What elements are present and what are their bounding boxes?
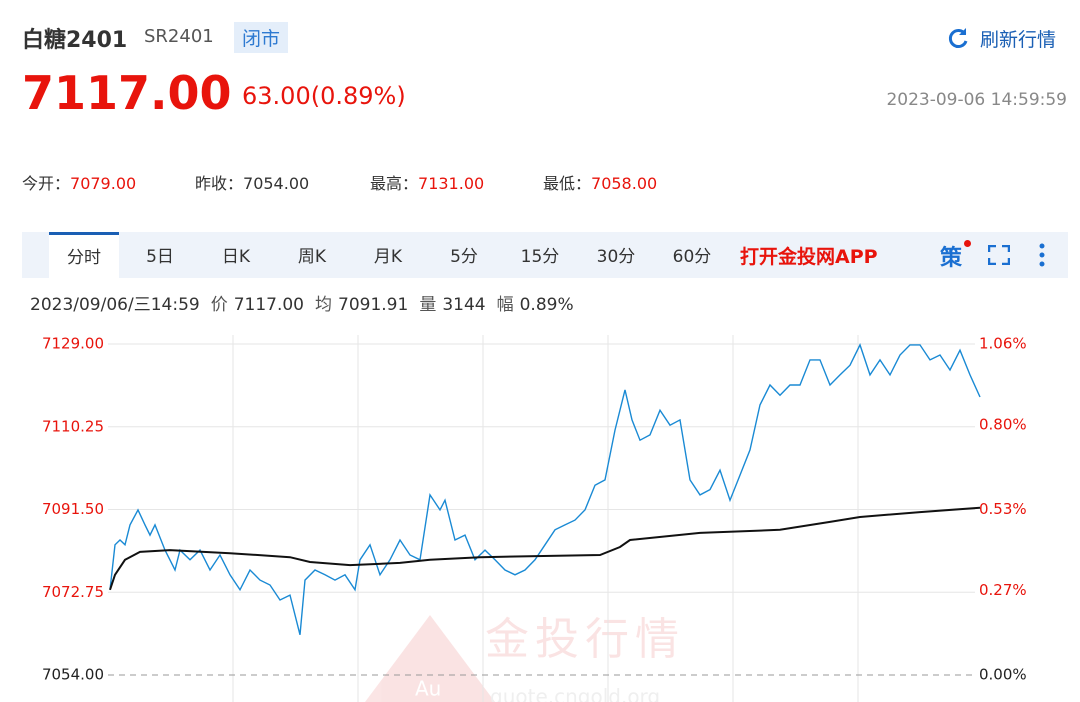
tab[interactable]: 周K <box>297 247 327 267</box>
price: 7117.00 <box>22 66 232 120</box>
tab[interactable]: 5分 <box>450 247 478 267</box>
stat-value: 7058.00 <box>591 174 658 193</box>
stat: 昨收：7054.00 <box>195 170 309 194</box>
stat: 最低：7058.00 <box>543 170 657 194</box>
stat-label: 最高： <box>370 174 419 193</box>
y-tick-label: 7129.00 <box>42 335 104 353</box>
change: 63.00(0.89%) <box>242 82 406 110</box>
tab[interactable]: 15分 <box>520 247 560 267</box>
info-label: 价 <box>210 295 228 315</box>
name: 白糖2401 <box>22 28 128 53</box>
y-tick-label: 7091.50 <box>42 500 104 518</box>
info-value: 0.89% <box>519 295 574 315</box>
timestamp: 2023-09-06 14:59:59 <box>886 90 1067 110</box>
info-value: 3144 <box>442 295 486 315</box>
tab-bar: 打开金投网APP 策 分时 5日 日K 周K 月K 5分 15分 30分 60分 <box>22 232 1068 278</box>
tab[interactable]: 月K <box>373 247 403 267</box>
y-tick-label: 7072.75 <box>42 583 104 601</box>
info-line: 2023/09/06/三14:59 价 7117.00 均 7091.91 量 3144 幅 0… <box>30 290 574 315</box>
stat-label: 昨收： <box>195 174 244 193</box>
info-value: 7091.91 <box>338 295 409 315</box>
stat-value: 7054.00 <box>243 174 310 193</box>
badge-dot <box>964 240 971 247</box>
tab[interactable]: 分时 <box>49 232 119 278</box>
stat-label: 今开： <box>22 174 71 193</box>
info-label: 均 <box>315 295 333 315</box>
stat-value: 7079.00 <box>70 174 137 193</box>
watermark-logo <box>365 615 495 702</box>
stat-value: 7131.00 <box>418 174 485 193</box>
series-line <box>109 343 981 635</box>
status-badge: 闭市 <box>234 22 289 53</box>
watermark: Au 金投行情 quote.cngold.org <box>365 614 685 702</box>
watermark-url: quote.cngold.org <box>490 685 660 702</box>
chart: Au 金投行情 quote.cngold.org 7054.00 7072.75 7… <box>42 335 1027 702</box>
y2-tick-label: 0.80% <box>979 416 1027 434</box>
code: SR2401 <box>144 26 214 47</box>
info-label: 幅 <box>496 295 514 315</box>
fullscreen-button[interactable] <box>988 245 1010 265</box>
series-line <box>109 506 981 591</box>
tab[interactable]: 30分 <box>596 247 636 267</box>
stat: 最高：7131.00 <box>370 170 484 194</box>
info-label: 量 <box>419 295 437 315</box>
more-button[interactable] <box>1038 242 1046 268</box>
refresh-icon[interactable] <box>946 26 970 50</box>
y2-tick-label: 1.06% <box>979 335 1027 353</box>
y-tick-label: 7110.25 <box>42 417 104 435</box>
watermark-title: 金投行情 <box>485 614 685 665</box>
vertical-grid <box>232 335 859 702</box>
refresh-button[interactable]: 刷新行情 <box>980 29 1057 51</box>
y2-tick-label: 0.27% <box>979 581 1027 599</box>
y2-tick-label: 0.00% <box>979 666 1027 684</box>
strategy-button[interactable]: 策 <box>940 246 963 271</box>
tab[interactable]: 日K <box>221 247 251 267</box>
y2-tick-label: 0.53% <box>979 500 1027 518</box>
stat-label: 最低： <box>543 174 592 193</box>
watermark-badge: Au <box>415 677 441 701</box>
refresh-glyph <box>948 28 968 48</box>
stat: 今开：7079.00 <box>22 170 136 194</box>
tab[interactable]: 60分 <box>672 247 712 267</box>
y-tick-label: 7054.00 <box>42 666 104 684</box>
info-value: 7117.00 <box>233 295 305 315</box>
info-datetime: 2023/09/06/三14:59 <box>30 295 200 315</box>
tab[interactable]: 5日 <box>146 247 174 267</box>
promo-link[interactable]: 打开金投网APP <box>740 246 878 268</box>
